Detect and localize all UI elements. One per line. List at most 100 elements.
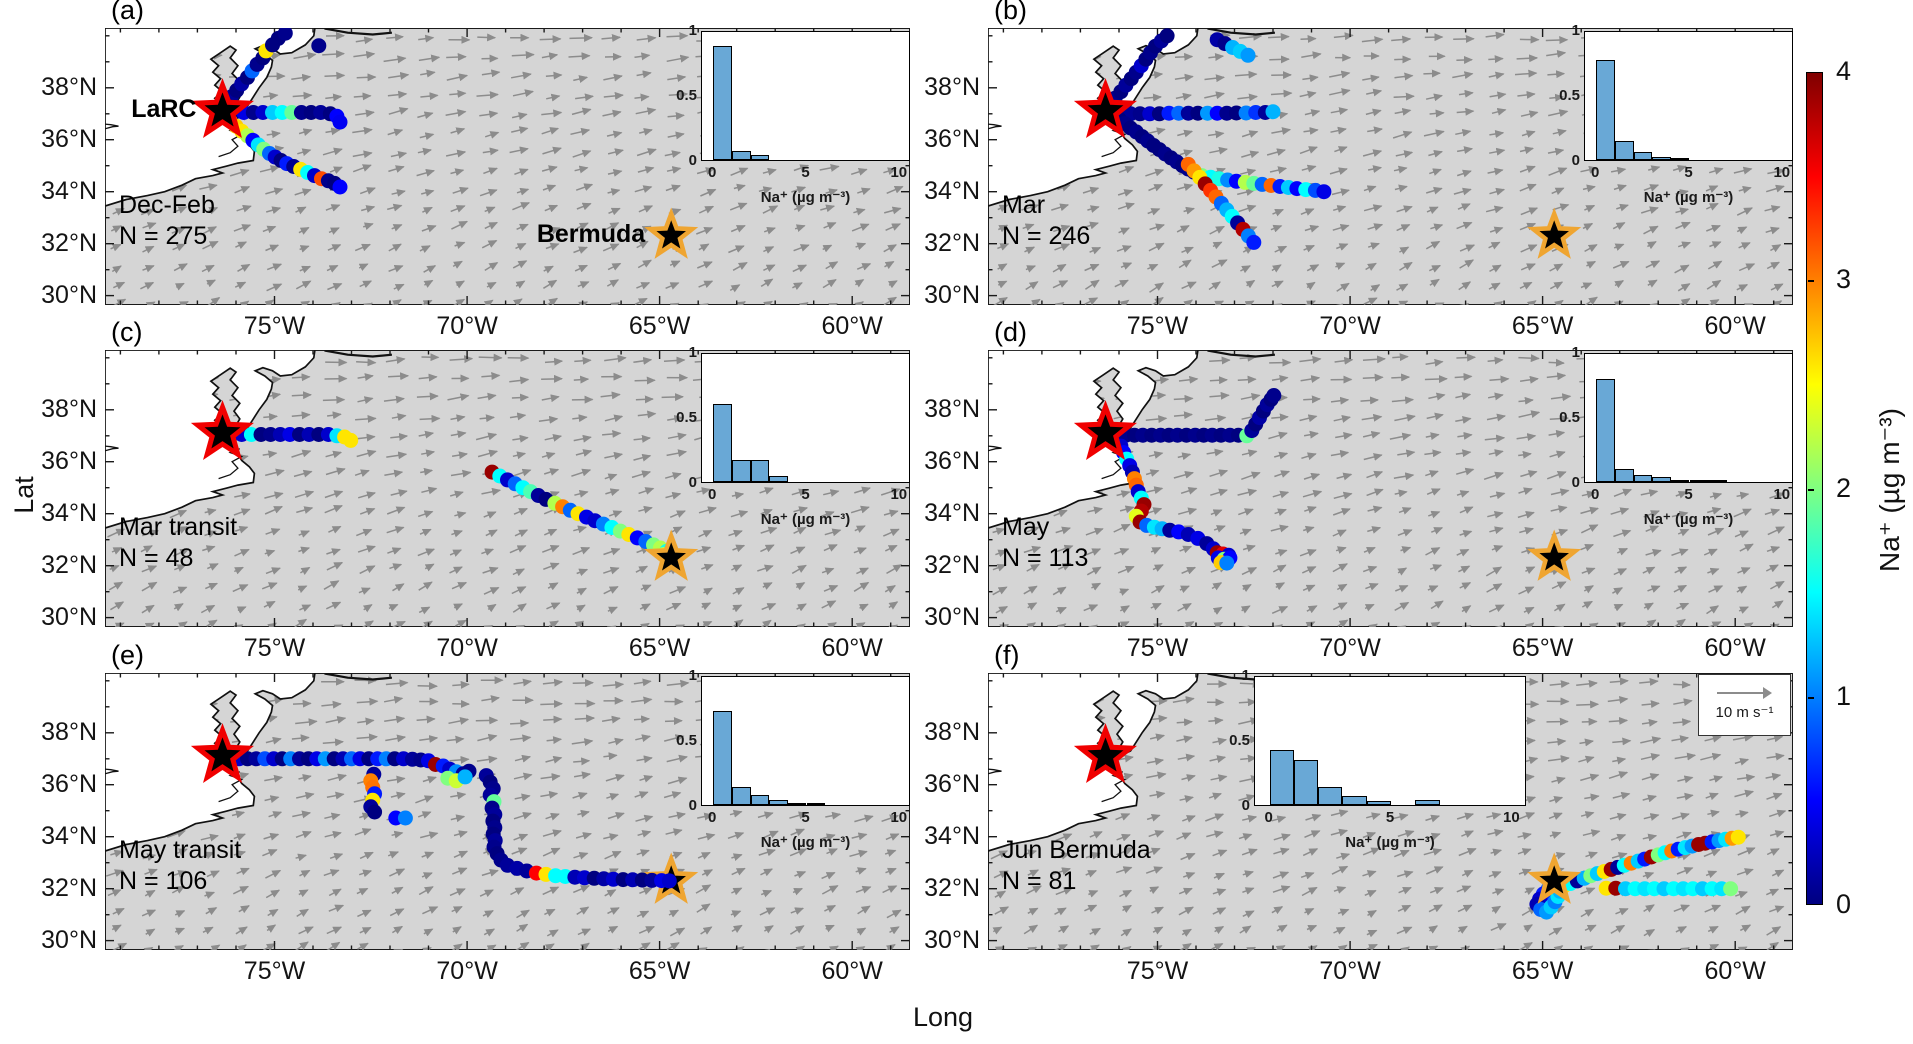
inset-xlabel: Na⁺ (µg m⁻³) — [760, 511, 851, 528]
larc-star — [190, 723, 254, 783]
sound-coast — [1101, 448, 1127, 480]
histogram-bar — [1342, 795, 1367, 805]
histogram-bar — [1415, 800, 1440, 805]
flight-track — [1109, 388, 1282, 571]
inset-xtick-label: 0 — [708, 809, 717, 826]
histogram-bar — [731, 150, 751, 160]
inset-ytick-label: 1 — [1571, 344, 1580, 361]
map-panel-c: (c) Mar transit N = 48 1 0.5 0 0 5 10 Na⁺ (µg m⁻³… — [105, 317, 910, 627]
lat-tick-label: 30°N — [41, 280, 97, 309]
lat-tick-label: 34°N — [41, 498, 97, 527]
larc-star — [1073, 723, 1137, 783]
histogram-plot-area — [701, 676, 910, 806]
wind-reference-label: 10 m s⁻¹ — [1715, 704, 1774, 721]
lat-tick-label: 32°N — [924, 873, 980, 902]
histogram-bar — [713, 404, 732, 482]
colorbar-tick — [1808, 696, 1814, 699]
histogram-bar — [806, 803, 826, 805]
panel-letter-d: (d) — [994, 317, 1027, 347]
lon-tick-label: 75°W — [1126, 312, 1189, 340]
histogram-bar — [1596, 59, 1615, 160]
inset-xtick-label: 5 — [801, 164, 810, 181]
histogram-bar — [713, 711, 732, 805]
track-point — [311, 38, 327, 54]
panel-count-label: N = 81 — [1002, 867, 1077, 895]
panel-period-label: Mar — [1002, 191, 1046, 219]
colorbar-tick-label: 0 — [1836, 889, 1852, 919]
inset-xtick-label: 10 — [1773, 164, 1791, 181]
inset-xtick-label: 10 — [890, 809, 908, 826]
colorbar-title: Na⁺ (µg m⁻³) — [1874, 408, 1905, 572]
lon-tick-label: 75°W — [243, 312, 306, 340]
larc-star — [1073, 400, 1137, 460]
panel-letter-b: (b) — [994, 0, 1027, 25]
inset-xlabel: Na⁺ (µg m⁻³) — [1643, 189, 1734, 206]
flight-track — [1103, 28, 1332, 250]
histogram-bar — [1614, 141, 1634, 160]
lon-tick-label: 60°W — [821, 634, 883, 662]
panel-count-label: N = 48 — [119, 544, 194, 572]
axis-ticks — [988, 673, 1793, 950]
long-island-coast — [1207, 350, 1276, 358]
lon-tick-label: 65°W — [1511, 957, 1574, 985]
histogram-plot-area — [1584, 31, 1793, 161]
inset-ytick-label: 0.5 — [676, 732, 697, 749]
lat-tick-label: 30°N — [924, 280, 980, 309]
bermuda-star — [644, 529, 699, 581]
track-point — [1159, 28, 1175, 44]
lon-tick-label: 65°W — [628, 634, 691, 662]
inset-ytick-label: 1 — [688, 344, 697, 361]
bermuda-star — [1527, 207, 1582, 259]
inset-ytick-label: 0.5 — [1559, 409, 1580, 426]
larc-star — [1073, 78, 1137, 138]
panel-letter-f: (f) — [994, 640, 1020, 670]
histogram-bar — [713, 45, 732, 160]
lat-tick-label: 34°N — [924, 498, 980, 527]
inset-ytick-label: 1 — [688, 22, 697, 39]
histogram-bar — [1614, 469, 1634, 482]
panel-period-label: May transit — [119, 836, 242, 864]
colorbar-tick-label: 2 — [1836, 472, 1852, 503]
histogram-inset-d: 1 0.5 0 0 5 10 Na⁺ (µg m⁻³) — [1559, 344, 1843, 543]
lon-tick-label: 65°W — [628, 312, 691, 340]
panel-period-label: May — [1002, 513, 1050, 541]
lon-tick-label: 60°W — [821, 312, 883, 340]
lat-tick-label: 38°N — [924, 394, 980, 423]
histogram-bar — [1670, 158, 1690, 160]
panel-count-label: N = 246 — [1002, 222, 1091, 250]
bermuda-star — [644, 207, 699, 259]
inset-ytick-label: 1 — [1571, 22, 1580, 39]
lat-tick-label: 36°N — [41, 446, 97, 475]
track-point — [343, 432, 359, 448]
inset-ytick-label: 0 — [688, 152, 697, 169]
histogram-bar — [731, 787, 751, 805]
inset-xtick-label: 0 — [1264, 809, 1273, 826]
axis-ticks — [988, 350, 1793, 627]
lon-tick-label: 70°W — [436, 957, 498, 985]
histogram-plot-area — [1584, 353, 1793, 483]
bermuda-star — [1527, 852, 1582, 904]
inset-xlabel: Na⁺ (µg m⁻³) — [1345, 834, 1435, 851]
long-island-coast — [1207, 28, 1276, 36]
panel-count-label: N = 275 — [119, 222, 208, 250]
bermuda-label: Bermuda — [536, 219, 646, 248]
track-point — [277, 28, 293, 41]
panel-annotation: Mar N = 246 — [1002, 190, 1090, 252]
map-panel-f: (f) Jun Bermuda N = 81 1 0.5 0 0 5 10 Na⁺ (µg m⁻³… — [988, 640, 1793, 950]
lat-tick-label: 32°N — [41, 550, 97, 579]
map-canvas-c — [105, 350, 910, 627]
inset-xtick-label: 10 — [890, 486, 908, 503]
lat-tick-label: 36°N — [41, 124, 97, 153]
panel-annotation: Jun Bermuda N = 81 — [1002, 835, 1151, 897]
histogram-bar — [1293, 760, 1319, 805]
panel-annotation: May transit N = 106 — [119, 835, 241, 897]
lat-tick-label: 30°N — [924, 925, 980, 954]
inset-xtick-label: 10 — [1503, 809, 1520, 826]
colorbar-tick-label: 4 — [1836, 56, 1852, 86]
panel-annotation: May N = 113 — [1002, 512, 1088, 574]
track-point — [367, 804, 383, 820]
histogram-inset-f: 1 0.5 0 0 5 10 Na⁺ (µg m⁻³) — [1229, 667, 1576, 866]
track-point — [397, 810, 413, 826]
lat-tick-label: 32°N — [924, 550, 980, 579]
inset-ytick-label: 0 — [1241, 797, 1250, 814]
